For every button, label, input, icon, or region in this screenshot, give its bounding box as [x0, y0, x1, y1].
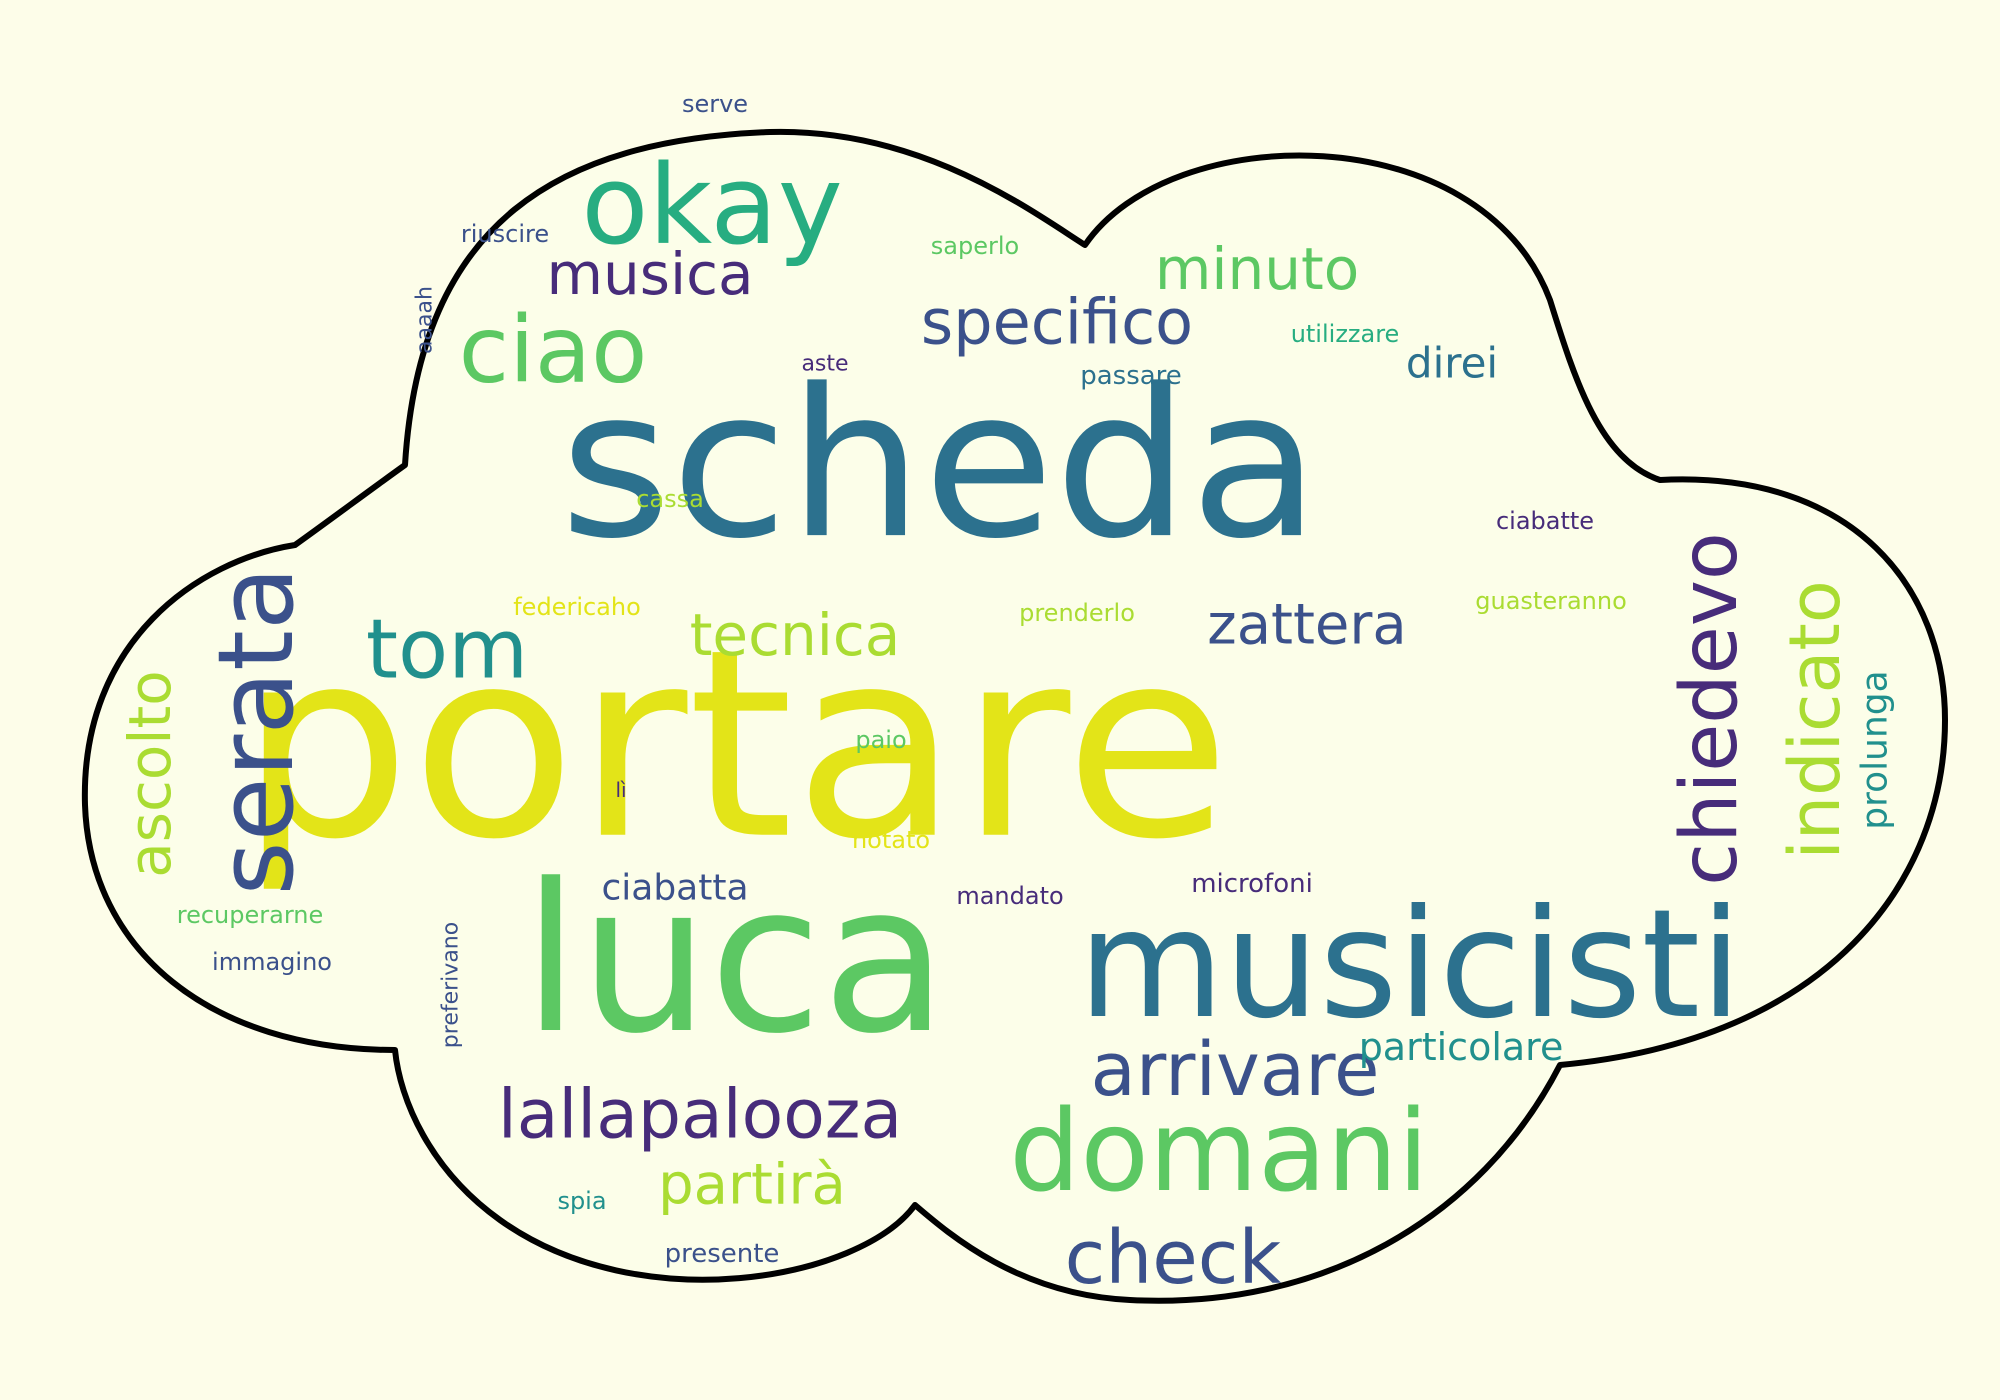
- word-43: immagino: [212, 948, 332, 976]
- word-25: serve: [682, 90, 748, 118]
- word-20: partirà: [658, 1153, 846, 1218]
- word-17: tecnica: [690, 601, 901, 669]
- word-2: luca: [522, 841, 947, 1079]
- word-12: check: [1065, 1215, 1282, 1301]
- word-30: aste: [801, 352, 848, 377]
- word-31: passare: [1080, 361, 1182, 391]
- word-40: mandato: [956, 882, 1063, 910]
- word-5: domani: [1009, 1087, 1428, 1217]
- word-45: spia: [557, 1187, 606, 1215]
- word-29: utilizzare: [1291, 320, 1400, 348]
- word-19: ascolto: [116, 670, 184, 877]
- word-4: okay: [581, 141, 843, 269]
- word-7: chiedevo: [1665, 532, 1755, 885]
- word-26: riuscire: [461, 220, 549, 248]
- word-0: portare: [239, 594, 1231, 897]
- word-6: serata: [195, 566, 317, 895]
- word-3: musicisti: [1078, 878, 1742, 1052]
- word-36: guasteranno: [1475, 587, 1627, 615]
- word-44: preferivano: [439, 922, 464, 1048]
- word-28: aaaah: [413, 286, 438, 354]
- word-11: arrivare: [1091, 1027, 1380, 1113]
- word-10: tom: [366, 603, 528, 698]
- word-16: minuto: [1155, 235, 1359, 303]
- word-9: ciao: [459, 297, 648, 404]
- word-8: indicato: [1774, 580, 1856, 859]
- word-42: recuperarne: [177, 901, 324, 929]
- cloud-shape: [81, 128, 1948, 1304]
- word-22: particolare: [1359, 1025, 1564, 1069]
- word-34: federicaho: [513, 593, 641, 621]
- word-1: scheda: [560, 346, 1321, 584]
- word-27: saperlo: [931, 232, 1019, 260]
- word-39: notato: [852, 826, 930, 854]
- word-18: zattera: [1207, 593, 1406, 658]
- word-14: musica: [546, 240, 753, 308]
- word-37: paio: [855, 726, 906, 754]
- word-41: microfoni: [1191, 869, 1313, 899]
- word-33: ciabatte: [1496, 507, 1594, 535]
- word-24: prolunga: [1855, 670, 1896, 829]
- word-15: specifico: [921, 286, 1193, 359]
- word-35: prenderlo: [1019, 599, 1135, 627]
- word-23: ciabatta: [601, 868, 748, 909]
- word-46: presente: [665, 1239, 780, 1269]
- word-21: direi: [1406, 339, 1498, 388]
- word-13: lallapalooza: [498, 1076, 902, 1155]
- word-32: cassa: [636, 485, 704, 513]
- word-38: lì: [615, 778, 626, 802]
